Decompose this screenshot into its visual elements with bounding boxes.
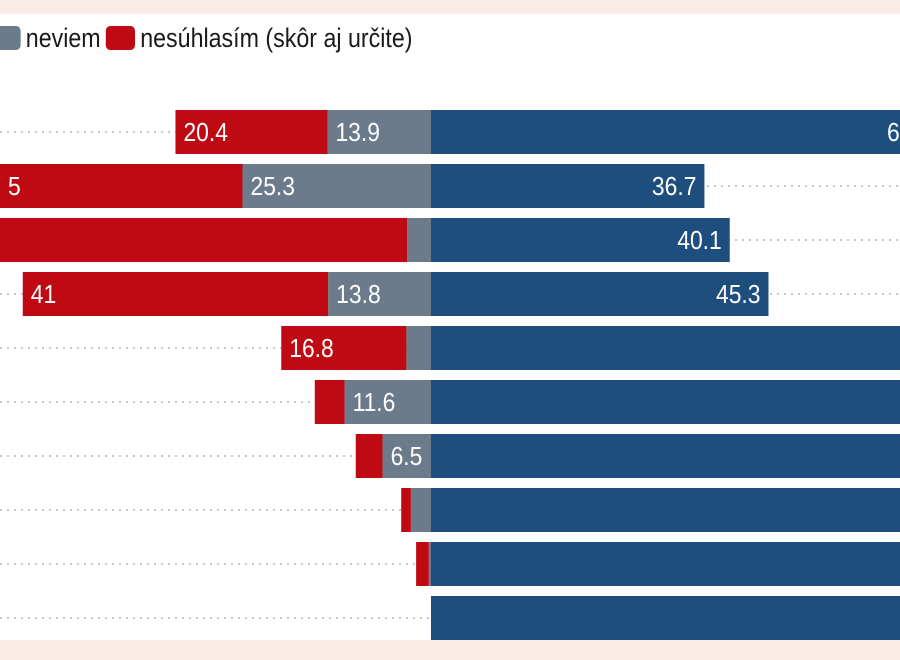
bar-nesuhlasim (0, 218, 408, 262)
bar-nesuhlasim (401, 488, 411, 532)
bar-suhlasim (431, 164, 705, 208)
legend-swatch-nesuhlasim (105, 26, 136, 50)
bar-label-nesuhlasim: 20.4 (183, 119, 227, 148)
legend-item-neviem: neviem (0, 23, 101, 54)
bar-nesuhlasim (22, 272, 329, 316)
bar-neviem (410, 488, 431, 532)
bar-label-suhlasim: 40.1 (677, 227, 721, 256)
bar-label-nesuhlasim: 41 (31, 281, 56, 310)
bar-label-neviem: 6.5 (391, 443, 423, 472)
bar-suhlasim (431, 110, 900, 154)
bar-neviem (428, 542, 431, 586)
bar-label-neviem: 11.6 (353, 389, 396, 418)
legend: neviem nesúhlasím (skôr aj určite) (0, 18, 418, 58)
bar-label-neviem: 13.9 (335, 119, 379, 148)
bar-label-neviem: 13.8 (336, 281, 380, 310)
bar-nesuhlasim (281, 326, 407, 370)
bar-suhlasim (431, 434, 900, 478)
bar-nesuhlasim (355, 434, 383, 478)
bar-nesuhlasim (314, 380, 345, 424)
bar-suhlasim (431, 272, 769, 316)
bar-neviem (328, 272, 431, 316)
legend-item-nesuhlasim: nesúhlasím (skôr aj určite) (105, 22, 413, 54)
bar-neviem (327, 110, 431, 154)
bar-neviem (344, 380, 431, 424)
bar-label-suhlasim: 45.3 (716, 281, 760, 310)
bar-label-suhlasim: 65 (887, 119, 900, 148)
bar-suhlasim (431, 326, 900, 370)
bar-suhlasim (431, 218, 730, 262)
bar-neviem (382, 434, 431, 478)
bar-suhlasim (431, 380, 900, 424)
bar-nesuhlasim (175, 110, 328, 154)
bar-nesuhlasim (0, 164, 243, 208)
bar-nesuhlasim (416, 542, 429, 586)
bar-label-nesuhlasim: 16.8 (289, 335, 333, 364)
bar-neviem (406, 326, 431, 370)
bar-suhlasim (431, 488, 900, 532)
bar-label-suhlasim: 36.7 (652, 173, 696, 202)
bar-neviem (407, 218, 431, 262)
bar-suhlasim (431, 596, 900, 640)
legend-label-neviem: neviem (25, 22, 101, 53)
bar-label-neviem: 25.3 (251, 173, 295, 202)
legend-label-nesuhlasim: nesúhlasím (skôr aj určite) (140, 22, 413, 53)
bar-label-nesuhlasim: 5 (8, 173, 21, 202)
legend-swatch-neviem (0, 26, 21, 50)
bar-neviem (242, 164, 431, 208)
bar-suhlasim (431, 542, 900, 586)
